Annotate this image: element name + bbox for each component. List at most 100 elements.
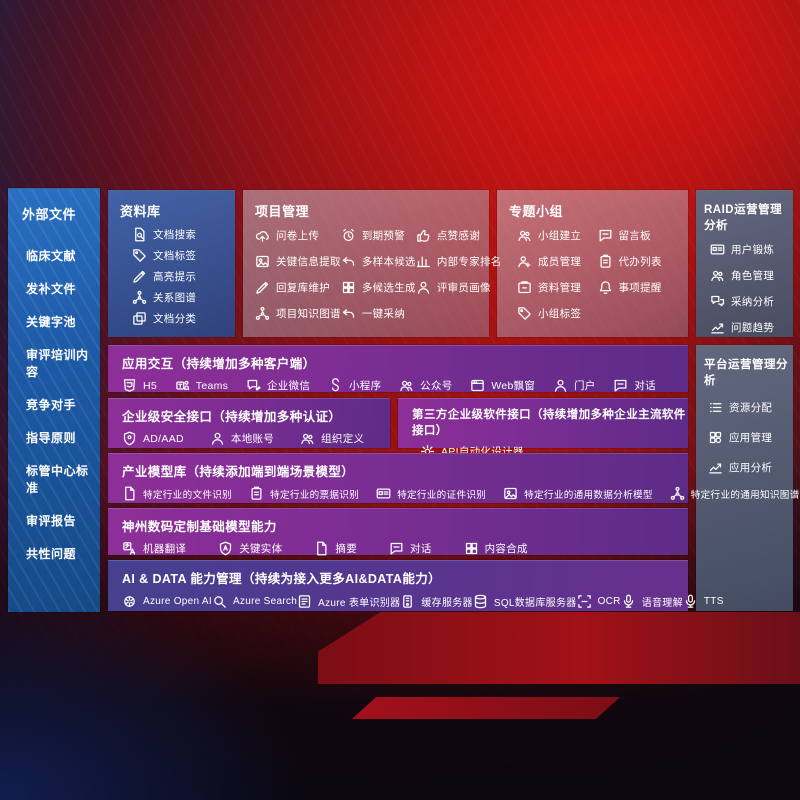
sidebar-item[interactable]: 审评报告 [26,514,77,528]
project-column-2: 到期预警多样本候选多候选生成一键采纳 [341,228,416,321]
feature-thumbs-up[interactable]: 点赞感谢 [416,228,502,243]
sidebar-item[interactable]: 共性问题 [26,547,77,561]
feature-highlight-pen[interactable]: 高亮提示 [132,269,235,284]
feature-doc-classify[interactable]: 文档分类 [132,311,235,326]
doc-tag-icon [132,248,147,263]
feature-one-click-adopt[interactable]: 一键采纳 [341,306,416,321]
app-interaction-row: 应用交互（持续增加多种客户端） H5 Teams 企业微信 小程序 公众号 Web飘窗 门户… [108,345,688,392]
sidebar-item[interactable]: 临床文献 [26,249,77,263]
feature-speech[interactable]: 语音理解 [621,594,683,609]
feature-azure-search[interactable]: Azure Search [212,594,297,609]
doc-classify-icon [132,311,147,326]
feature-cache-server[interactable]: 缓存服务器 [400,594,473,609]
sidebar-item[interactable]: 关键字池 [26,315,77,329]
feature-user-card[interactable]: 用户锻炼 [710,242,793,257]
raid-analytics-panel: RAID运营管理分析 用户锻炼 角色管理 采纳分析 问题趋势 [696,190,793,337]
topic-groups-panel: 专题小组 小组建立 成员管理 资料管理 小组标签 留言板 代办列表 事项提醒 [497,190,688,337]
feature-portal[interactable]: 门户 [553,378,596,393]
chat-icon [389,541,404,556]
feature-group-tag[interactable]: 小组标签 [517,306,598,321]
feature-reply-maintain[interactable]: 回复库维护 [255,280,341,295]
row-title: 企业级安全接口（持续增加多种认证） [122,410,342,424]
feature-label: Azure 表单识别器 [318,598,401,609]
feature-dialog[interactable]: 对话 [613,378,656,393]
feature-sql-db[interactable]: SQL数据库服务器 [473,594,577,609]
feature-org-define[interactable]: 组织定义 [300,431,364,446]
feature-web-window[interactable]: Web飘窗 [470,378,535,393]
feature-relation-graph[interactable]: 关系图谱 [132,290,235,305]
feature-azure-form[interactable]: Azure 表单识别器 [297,594,400,609]
panel-title: 资料库 [120,204,161,219]
feature-html5[interactable]: H5 [122,378,157,393]
feature-label: 应用管理 [729,432,773,444]
feature-official-account[interactable]: 公众号 [399,378,452,393]
feature-mini-program[interactable]: 小程序 [328,378,381,393]
sidebar-item[interactable]: 发补文件 [26,282,77,296]
bbs-icon [598,228,613,243]
feature-key-info-extract[interactable]: 关键信息提取 [255,254,341,269]
base-model-items: 机器翻译 关键实体 摘要 对话 内容合成 [122,541,674,556]
member-manage-icon [517,254,532,269]
feature-label: 语音理解 [641,598,683,609]
feature-compose[interactable]: 内容合成 [464,541,528,556]
sidebar-item[interactable]: 指导原则 [26,431,77,445]
feature-openai[interactable]: Azure Open AI [122,594,212,609]
feature-material-manage[interactable]: 资料管理 [517,280,598,295]
feature-knowledge-graph[interactable]: 项目知识图谱 [255,306,341,321]
feature-label: 应用分析 [729,462,773,474]
feature-label: H5 [143,379,158,392]
feature-local-account[interactable]: 本地账号 [210,431,274,446]
feature-teams[interactable]: Teams [175,378,228,393]
feature-role-manage[interactable]: 角色管理 [710,268,793,283]
feature-label: 内部专家排名 [436,256,502,268]
feature-kg-model[interactable]: 特定行业的通用知识图谱模型 [670,486,800,501]
feature-ad-aad[interactable]: AD/AAD [122,431,184,446]
sidebar-item[interactable]: 竞争对手 [26,398,77,412]
feature-member-manage[interactable]: 成员管理 [517,254,598,269]
feature-reminder[interactable]: 事项提醒 [598,280,679,295]
feature-card-recognition[interactable]: 特定行业的证件识别 [376,486,486,501]
feature-expert-rank[interactable]: 内部专家排名 [416,254,502,269]
feature-label: 对话 [634,380,656,392]
feature-file-recognition[interactable]: 特定行业的文件识别 [122,486,232,501]
sidebar-item[interactable]: 标管中心标准 [26,464,89,495]
project-columns: 问卷上传关键信息提取 回复库维护项目知识图谱 到期预警多样本候选多候选生成一键采纳… [255,228,501,321]
feature-multi-sample[interactable]: 多样本候选 [341,254,416,269]
feature-ocr[interactable]: OCR [577,594,621,609]
feature-doc-tag[interactable]: 文档标签 [132,248,235,263]
feature-app-analysis[interactable]: 应用分析 [708,460,793,475]
feature-label: 文档分类 [153,313,197,325]
feature-multi-generate[interactable]: 多候选生成 [341,280,416,295]
feature-cloud-upload[interactable]: 问卷上传 [255,228,341,243]
feature-label: AD/AAD [143,432,184,445]
due-alarm-icon [341,228,356,243]
feature-bbs[interactable]: 留言板 [598,228,679,243]
feature-receipt-recognition[interactable]: 特定行业的票据识别 [249,486,359,501]
feature-todo-list[interactable]: 代办列表 [598,254,679,269]
feature-wechat-work[interactable]: 企业微信 [246,378,310,393]
feature-label: 资源分配 [729,402,773,414]
feature-adopt-analysis[interactable]: 采纳分析 [710,294,793,309]
mini-program-icon [328,378,343,393]
feature-key-entity[interactable]: 关键实体 [218,541,282,556]
feature-doc-search[interactable]: 文档搜索 [132,227,235,242]
panel-title: 平台运营管理分析 [704,359,788,387]
feature-translate[interactable]: 机器翻译 [122,541,186,556]
kg-model-icon [670,486,685,501]
feature-summary[interactable]: 摘要 [314,541,357,556]
feature-data-analysis-model[interactable]: 特定行业的通用数据分析模型 [503,486,653,501]
feature-due-alarm[interactable]: 到期预警 [341,228,416,243]
feature-tts[interactable]: TTS [683,594,724,609]
feature-reviewer-profile[interactable]: 评审员画像 [416,280,502,295]
feature-app-manage[interactable]: 应用管理 [708,430,793,445]
sidebar-item[interactable]: 审评培训内容 [26,348,89,379]
material-manage-icon [517,280,532,295]
topic-column-2: 留言板代办列表事项提醒 [598,228,679,321]
feature-group-create[interactable]: 小组建立 [517,228,598,243]
feature-label: 文档标签 [153,250,197,262]
feature-chat[interactable]: 对话 [389,541,432,556]
feature-issue-trend[interactable]: 问题趋势 [710,320,793,335]
project-column-1: 问卷上传关键信息提取 回复库维护项目知识图谱 [255,228,341,321]
feature-resource-list[interactable]: 资源分配 [708,400,793,415]
